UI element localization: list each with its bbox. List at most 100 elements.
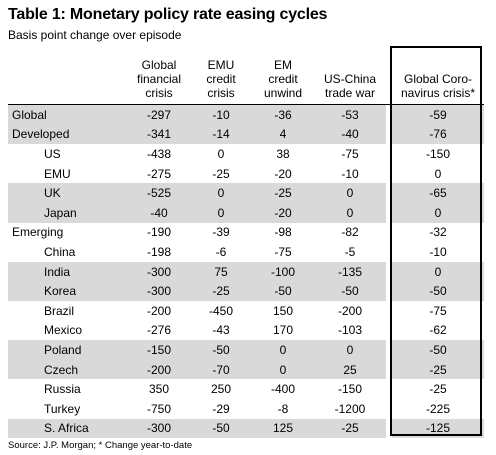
value-cell: -50 xyxy=(190,340,252,360)
value-cell: -75 xyxy=(341,146,359,161)
value-cell: -25 xyxy=(190,281,252,301)
table-row: Global -297 -10 -36 -53 -59 xyxy=(8,104,484,125)
value-cell: 0 xyxy=(190,202,252,223)
table-row: S. Africa -300 -50 125 -25 -125 xyxy=(8,418,484,439)
gap-cell xyxy=(386,300,392,321)
value-cell: 0 xyxy=(190,183,252,203)
value-cell: -75 xyxy=(274,244,292,259)
value-cell: -25 xyxy=(212,166,230,181)
value-cell: -50 xyxy=(392,340,484,360)
value-cell: -50 xyxy=(314,281,386,301)
table-row: Brazil -200 -450 150 -200 -75 xyxy=(8,300,484,321)
header-label-cell xyxy=(8,48,128,105)
value-cell: 4 xyxy=(252,124,314,145)
row-label: Korea xyxy=(8,281,128,301)
row-label: UK xyxy=(8,183,128,203)
value-cell: -62 xyxy=(429,323,447,338)
value-cell: -150 xyxy=(128,340,190,360)
value-cell: -39 xyxy=(212,225,230,240)
value-cell: 38 xyxy=(276,146,290,161)
row-label: Global xyxy=(8,104,128,125)
value-cell: -25 xyxy=(392,359,484,380)
value-cell: -50 xyxy=(252,281,314,301)
value-cell: -98 xyxy=(274,225,292,240)
value-cell: -300 xyxy=(128,261,190,282)
row-label: China xyxy=(44,244,76,259)
value-cell: 0 xyxy=(392,261,484,282)
row-label: EMU xyxy=(44,166,71,181)
gap-cell xyxy=(386,202,392,223)
gap-cell xyxy=(386,379,392,399)
table-row: Emerging -190 -39 -98 -82 -32 xyxy=(8,222,484,243)
value-cell: 350 xyxy=(148,382,170,397)
gap-cell xyxy=(386,242,392,262)
table-subtitle: Basis point change over episode xyxy=(8,28,182,42)
column-header: US-China trade war xyxy=(314,48,386,105)
value-cell: 170 xyxy=(272,323,294,338)
value-cell: -43 xyxy=(212,323,230,338)
value-cell: -297 xyxy=(128,104,190,125)
row-label: S. Africa xyxy=(8,418,128,439)
table-row: US -438 0 38 -75 -150 xyxy=(8,144,484,164)
row-label: Russia xyxy=(44,382,81,397)
gap-cell xyxy=(386,104,392,125)
value-cell: -275 xyxy=(146,166,172,181)
value-cell: 0 xyxy=(314,183,386,203)
value-cell: -200 xyxy=(128,359,190,380)
gap-cell xyxy=(386,183,392,203)
value-cell: -100 xyxy=(252,261,314,282)
value-cell: -8 xyxy=(277,401,289,416)
value-cell: 0 xyxy=(392,202,484,223)
row-label: India xyxy=(8,261,128,282)
value-cell: -198 xyxy=(146,244,172,259)
value-cell: -450 xyxy=(208,303,234,318)
column-header: Global financial crisis xyxy=(128,48,190,105)
row-label: US xyxy=(44,146,61,161)
row-label: Mexico xyxy=(44,323,83,338)
value-cell: -20 xyxy=(274,166,292,181)
table-row: Russia 350 250 -400 -150 -25 xyxy=(8,379,484,399)
gap-cell xyxy=(386,144,392,164)
value-cell: -40 xyxy=(314,124,386,145)
column-header-line: Global xyxy=(141,58,177,72)
value-cell: -75 xyxy=(429,303,447,318)
value-cell: -10 xyxy=(429,244,447,259)
column-header-line: trade war xyxy=(324,86,376,100)
value-cell: -438 xyxy=(146,146,172,161)
value-cell: 0 xyxy=(314,340,386,360)
value-cell: -82 xyxy=(341,225,359,240)
value-cell: 0 xyxy=(434,166,442,181)
table-title: Table 1: Monetary policy rate easing cyc… xyxy=(8,6,328,23)
value-cell: -6 xyxy=(215,244,227,259)
value-cell: 0 xyxy=(314,202,386,223)
table-row: Korea -300 -25 -50 -50 -50 xyxy=(8,281,484,301)
column-header-line: financial xyxy=(136,72,182,86)
gap-cell xyxy=(386,340,392,360)
value-cell: -14 xyxy=(190,124,252,145)
gap-cell xyxy=(386,163,392,184)
row-label: Developed xyxy=(8,124,128,145)
row-label: Czech xyxy=(8,359,128,380)
column-header: Global Coro-navirus crisis* xyxy=(392,48,484,105)
value-cell: -70 xyxy=(190,359,252,380)
value-cell: -1200 xyxy=(334,401,366,416)
table-row: Turkey -750 -29 -8 -1200 -225 xyxy=(8,398,484,419)
row-label: Poland xyxy=(8,340,128,360)
header-gap xyxy=(386,48,392,105)
value-cell: -150 xyxy=(337,382,363,397)
value-cell: -135 xyxy=(314,261,386,282)
column-header-line: crisis xyxy=(145,86,173,100)
value-cell: -400 xyxy=(270,382,296,397)
column-header: EMU credit crisis xyxy=(190,48,252,105)
gap-cell xyxy=(386,359,392,380)
table-row: Japan -40 0 -20 0 0 xyxy=(8,202,484,223)
gap-cell xyxy=(386,320,392,341)
row-label: Turkey xyxy=(44,401,81,416)
table-row: UK -525 0 -25 0 -65 xyxy=(8,183,484,203)
table-row: Mexico -276 -43 170 -103 -62 xyxy=(8,320,484,341)
table-row: India -300 75 -100 -135 0 xyxy=(8,261,484,282)
source-note: Source: J.P. Morgan; * Change year-to-da… xyxy=(8,440,193,451)
rate-easing-table: Global financial crisis EMU credit crisis EM… xyxy=(8,48,484,439)
value-cell: 125 xyxy=(252,418,314,439)
